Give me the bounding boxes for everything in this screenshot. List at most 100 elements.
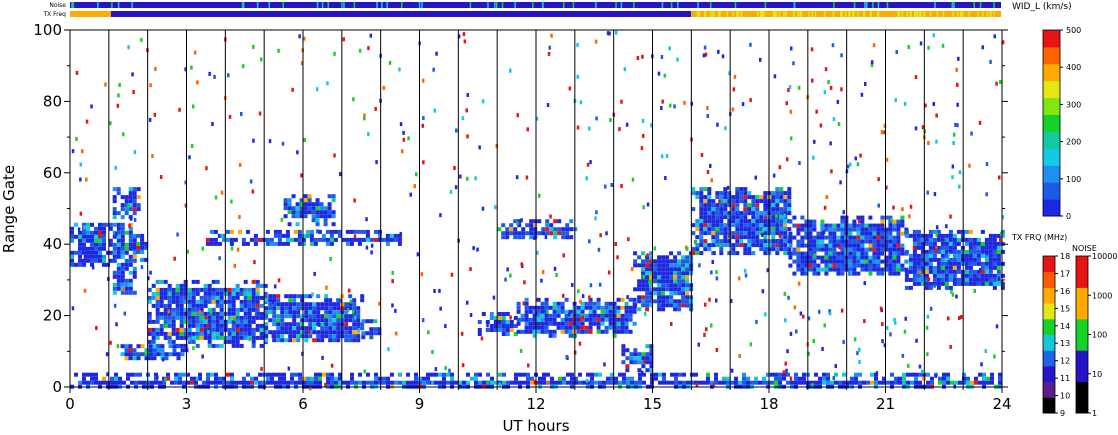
echo-cell [930, 380, 934, 385]
echo-cell [798, 380, 802, 385]
echo-cell [723, 187, 728, 192]
echo-cell [1000, 261, 1005, 266]
echo-point [568, 312, 571, 317]
txfreq-strip-mid [111, 11, 691, 17]
echo-cell [596, 301, 601, 306]
echo-cell [251, 335, 256, 340]
echo-cell [890, 372, 894, 377]
echo-point [466, 93, 469, 97]
echo-cell [390, 380, 394, 385]
echo-cell [996, 261, 1001, 266]
echo-cell [147, 315, 152, 320]
echo-cell [283, 198, 288, 203]
echo-cell [574, 376, 578, 381]
echo-cell [291, 206, 296, 211]
echo-cell [742, 380, 746, 385]
echo-cell [677, 283, 682, 288]
echo-cell [972, 273, 977, 278]
echo-cell [924, 253, 929, 258]
echo-cell [775, 187, 780, 192]
echo-cell [908, 277, 913, 282]
echo-point [749, 98, 752, 102]
echo-cell [848, 243, 853, 248]
txfreq-fleck [990, 11, 992, 17]
echo-point [954, 122, 957, 127]
echo-cell [695, 191, 700, 196]
echo-cell [842, 372, 846, 377]
echo-cell [112, 187, 117, 192]
echo-cell [221, 233, 226, 238]
echo-cell [305, 229, 310, 234]
noise-fleck [734, 2, 737, 8]
echo-cell [836, 259, 841, 264]
echo-cell [822, 380, 826, 385]
echo-point [476, 247, 479, 252]
echo-cell [426, 380, 430, 385]
echo-cell [966, 376, 970, 381]
echo-cell [172, 344, 177, 349]
echo-cell [544, 301, 549, 306]
echo-cell [394, 380, 398, 385]
echo-cell [685, 267, 690, 272]
echo-cell [900, 243, 905, 248]
echo-cell [848, 267, 853, 272]
echo-cell [537, 219, 542, 224]
echo-point [301, 351, 304, 356]
echo-cell [842, 380, 846, 385]
echo-cell [276, 322, 281, 327]
echo-cell [940, 269, 945, 274]
echo-cell [848, 227, 853, 232]
echo-cell [840, 227, 845, 232]
echo-cell [952, 277, 957, 282]
echo-cell [280, 326, 285, 331]
echo-cell [288, 306, 293, 311]
echo-cell [280, 318, 285, 323]
echo-cell [247, 323, 252, 328]
echo-cell [132, 274, 137, 279]
echo-cell [315, 214, 320, 219]
echo-cell [86, 234, 90, 239]
echo-cell [310, 380, 314, 385]
echo-cell [231, 327, 236, 332]
echo-cell [517, 219, 522, 224]
echo-point [391, 303, 394, 308]
echo-cell [956, 269, 961, 274]
echo-cell [988, 245, 993, 250]
echo-cell [112, 290, 117, 295]
echo-cell [356, 310, 361, 315]
echo-cell [681, 303, 686, 308]
echo-cell [114, 372, 118, 377]
echo-cell [211, 335, 216, 340]
echo-cell [324, 322, 329, 327]
noise-fleck [71, 2, 73, 8]
echo-cell [992, 277, 997, 282]
echo-point [300, 61, 304, 66]
echo-cell [673, 299, 678, 304]
noise-fleck [496, 2, 498, 8]
echo-cell [868, 231, 873, 236]
echo-point [431, 381, 434, 385]
echo-cell [312, 318, 317, 323]
echo-cell [775, 199, 780, 204]
txfreq-fleck [857, 11, 859, 17]
echo-cell [195, 319, 200, 324]
echo-cell [860, 223, 865, 228]
echo-point [463, 39, 467, 44]
echo-cell [872, 255, 877, 260]
echo-cell [156, 348, 161, 353]
echo-point [218, 256, 221, 261]
echo-cell [159, 287, 164, 292]
echo-cell [128, 230, 133, 235]
echo-cell [124, 246, 129, 251]
echo-cell [332, 306, 337, 311]
echo-cell [948, 249, 953, 254]
echo-point [818, 309, 821, 314]
echo-point [369, 33, 373, 38]
echo-cell [727, 243, 732, 248]
echo-cell [808, 267, 813, 272]
echo-cell [902, 380, 906, 385]
echo-cell [175, 307, 180, 312]
echo-cell [719, 223, 724, 228]
echo-cell [270, 376, 274, 381]
